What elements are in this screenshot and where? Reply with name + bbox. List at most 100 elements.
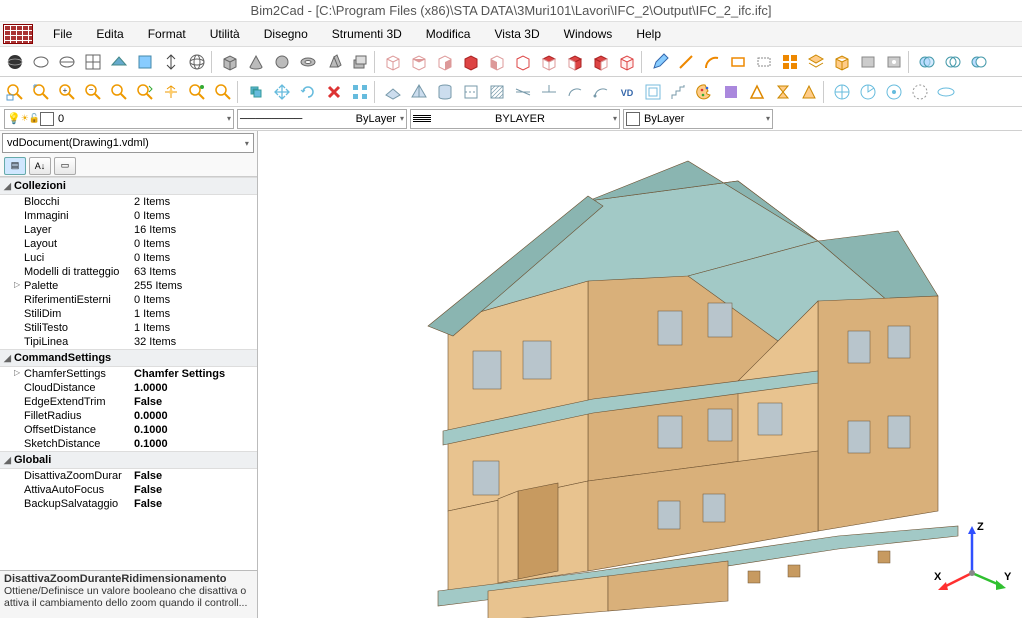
property-row[interactable]: TipiLinea32 Items bbox=[0, 335, 257, 349]
zoom-in-icon[interactable]: + bbox=[54, 79, 79, 104]
zoom-all-icon[interactable] bbox=[106, 79, 131, 104]
array-icon[interactable] bbox=[347, 79, 372, 104]
property-row[interactable]: Modelli di tratteggio63 Items bbox=[0, 265, 257, 279]
menu-item-help[interactable]: Help bbox=[624, 23, 673, 45]
venn-2-icon[interactable] bbox=[940, 49, 965, 74]
sphere2-icon[interactable] bbox=[269, 49, 294, 74]
roof-tool-icon[interactable] bbox=[106, 49, 131, 74]
zoom-sel-icon[interactable] bbox=[210, 79, 235, 104]
menu-item-modifica[interactable]: Modifica bbox=[414, 23, 483, 45]
menu-item-windows[interactable]: Windows bbox=[552, 23, 625, 45]
property-row[interactable]: Immagini0 Items bbox=[0, 209, 257, 223]
box-solid-icon[interactable] bbox=[217, 49, 242, 74]
property-row[interactable]: ▷Palette255 Items bbox=[0, 279, 257, 293]
zoom-prev-icon[interactable] bbox=[132, 79, 157, 104]
grid4-icon[interactable] bbox=[777, 49, 802, 74]
property-row[interactable]: Blocchi2 Items bbox=[0, 195, 257, 209]
color2-icon[interactable] bbox=[744, 79, 769, 104]
menu-item-disegno[interactable]: Disegno bbox=[252, 23, 320, 45]
color1-icon[interactable] bbox=[718, 79, 743, 104]
document-select[interactable]: vdDocument(Drawing1.vdml) ▾ bbox=[2, 133, 254, 153]
section-header[interactable]: ◢Globali bbox=[0, 451, 257, 469]
zoom-extents-icon[interactable] bbox=[28, 79, 53, 104]
property-row[interactable]: StiliTesto1 Items bbox=[0, 321, 257, 335]
view3d-5-icon[interactable] bbox=[484, 49, 509, 74]
circle-target-2-icon[interactable] bbox=[855, 79, 880, 104]
view3d-10-icon[interactable] bbox=[614, 49, 639, 74]
pan-icon[interactable] bbox=[158, 79, 183, 104]
delete-icon[interactable] bbox=[321, 79, 346, 104]
ellipse-tool-icon[interactable] bbox=[28, 49, 53, 74]
property-row[interactable]: Layer16 Items bbox=[0, 223, 257, 237]
color-dropdown[interactable]: ByLayer ▾ bbox=[623, 109, 773, 129]
stairs-icon[interactable] bbox=[666, 79, 691, 104]
view3d-4-icon[interactable] bbox=[458, 49, 483, 74]
menu-item-strumenti-3d[interactable]: Strumenti 3D bbox=[320, 23, 414, 45]
property-row[interactable]: StiliDim1 Items bbox=[0, 307, 257, 321]
property-row[interactable]: FilletRadius0.0000 bbox=[0, 409, 257, 423]
hourglass-icon[interactable] bbox=[770, 79, 795, 104]
property-row[interactable]: OffsetDistance0.1000 bbox=[0, 423, 257, 437]
circle-target-3-icon[interactable] bbox=[881, 79, 906, 104]
view3d-2-icon[interactable] bbox=[406, 49, 431, 74]
torus-icon[interactable] bbox=[295, 49, 320, 74]
snap-tool-icon[interactable] bbox=[158, 49, 183, 74]
rotate-icon[interactable] bbox=[295, 79, 320, 104]
dash-rect-icon[interactable] bbox=[751, 49, 776, 74]
dashed-circle-icon[interactable] bbox=[907, 79, 932, 104]
property-row[interactable]: Layout0 Items bbox=[0, 237, 257, 251]
menu-item-file[interactable]: File bbox=[41, 23, 84, 45]
menu-item-vista-3d[interactable]: Vista 3D bbox=[482, 23, 551, 45]
viewport-3d[interactable]: ZXY bbox=[258, 131, 1022, 618]
section-header[interactable]: ◢CommandSettings bbox=[0, 349, 257, 367]
arc2-icon[interactable] bbox=[562, 79, 587, 104]
frame-icon[interactable] bbox=[640, 79, 665, 104]
categorized-icon[interactable]: ▤ bbox=[4, 157, 26, 175]
property-row[interactable]: EdgeExtendTrimFalse bbox=[0, 395, 257, 409]
cone-icon[interactable] bbox=[243, 49, 268, 74]
zoom-window-icon[interactable] bbox=[2, 79, 27, 104]
layers-icon[interactable] bbox=[803, 49, 828, 74]
vd-icon[interactable]: VD bbox=[614, 79, 639, 104]
view3d-7-icon[interactable] bbox=[536, 49, 561, 74]
rect3-icon[interactable] bbox=[855, 49, 880, 74]
view3d-6-icon[interactable] bbox=[510, 49, 535, 74]
property-row[interactable]: CloudDistance1.0000 bbox=[0, 381, 257, 395]
move-icon[interactable] bbox=[269, 79, 294, 104]
ellipse-tool-2-icon[interactable] bbox=[54, 49, 79, 74]
sort-az-icon[interactable]: A↓ bbox=[29, 157, 51, 175]
property-row[interactable]: SketchDistance0.1000 bbox=[0, 437, 257, 451]
pyramid-icon[interactable] bbox=[406, 79, 431, 104]
linetype-dropdown[interactable]: ──────── ByLayer ▾ bbox=[237, 109, 407, 129]
clip-icon[interactable] bbox=[458, 79, 483, 104]
menu-item-edita[interactable]: Edita bbox=[84, 23, 135, 45]
property-grid[interactable]: ◢CollezioniBlocchi2 ItemsImmagini0 Items… bbox=[0, 177, 257, 570]
lineweight-dropdown[interactable]: BYLAYER ▾ bbox=[410, 109, 620, 129]
arc3-icon[interactable] bbox=[588, 79, 613, 104]
palette-icon[interactable] bbox=[692, 79, 717, 104]
tool-extra-1-icon[interactable] bbox=[881, 49, 906, 74]
zoom-out-icon[interactable]: − bbox=[80, 79, 105, 104]
axis-gizmo[interactable]: ZXY bbox=[932, 518, 1012, 598]
copy-icon[interactable] bbox=[243, 79, 268, 104]
view3d-1-icon[interactable] bbox=[380, 49, 405, 74]
trim-icon[interactable] bbox=[536, 79, 561, 104]
menu-item-utilità[interactable]: Utilità bbox=[198, 23, 252, 45]
sphere-tool-icon[interactable] bbox=[2, 49, 27, 74]
property-row[interactable]: RiferimentiEsterni0 Items bbox=[0, 293, 257, 307]
arc-icon[interactable] bbox=[699, 49, 724, 74]
layer-dropdown[interactable]: 💡 ☀ 🔓 0 ▾ bbox=[4, 109, 234, 129]
window-tool-icon[interactable] bbox=[132, 49, 157, 74]
prism-icon[interactable] bbox=[321, 49, 346, 74]
pencil-icon[interactable] bbox=[647, 49, 672, 74]
menu-item-format[interactable]: Format bbox=[136, 23, 198, 45]
property-row[interactable]: ▷ChamferSettingsChamfer Settings bbox=[0, 367, 257, 381]
circle-target-1-icon[interactable] bbox=[829, 79, 854, 104]
plane-icon[interactable] bbox=[380, 79, 405, 104]
extrude-icon[interactable] bbox=[347, 49, 372, 74]
view3d-8-icon[interactable] bbox=[562, 49, 587, 74]
wireframe-globe-icon[interactable] bbox=[184, 49, 209, 74]
cylinder2-icon[interactable] bbox=[432, 79, 457, 104]
ellipse3-icon[interactable] bbox=[933, 79, 958, 104]
property-row[interactable]: Luci0 Items bbox=[0, 251, 257, 265]
